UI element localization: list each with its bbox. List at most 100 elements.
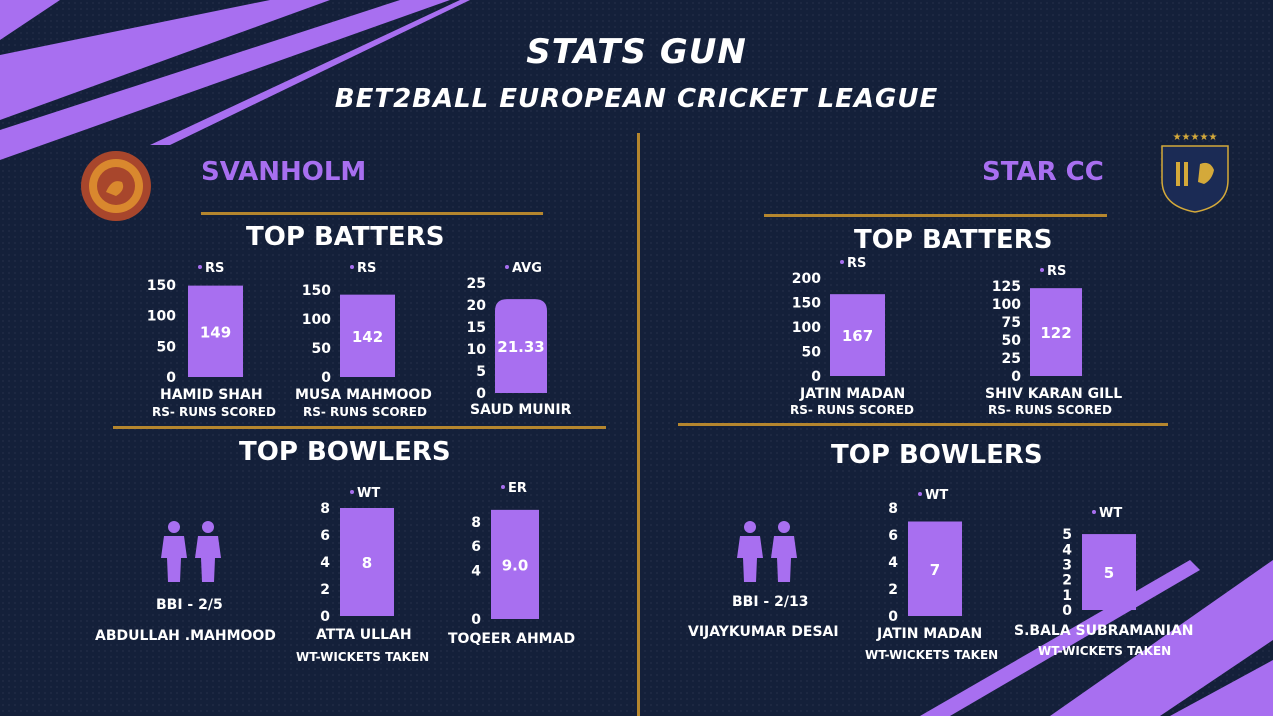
legend-label: RS xyxy=(1047,264,1066,279)
y-tick-label: 100 xyxy=(992,297,1021,313)
legend-label: AVG xyxy=(512,261,542,276)
y-tick-label: 8 xyxy=(888,501,898,517)
y-tick-label: 0 xyxy=(888,609,898,625)
batter-name: SAUD MUNIR xyxy=(470,402,572,418)
y-tick-label: 0 xyxy=(1011,369,1021,385)
bar xyxy=(908,521,962,616)
star-cc-logo: ★★★★★ xyxy=(1161,132,1229,213)
data-label: 149 xyxy=(200,323,231,341)
right-team-name: STAR CC xyxy=(982,157,1104,187)
left-top-bowlers-title: TOP BOWLERS xyxy=(239,437,451,467)
bbi-stat: BBI - 2/13 xyxy=(732,594,809,610)
y-tick-label: 0 xyxy=(1062,603,1072,619)
y-tick-label: 0 xyxy=(321,370,331,386)
y-tick-label: 6 xyxy=(888,528,898,544)
legend-marker xyxy=(1092,510,1096,514)
bowler-name: TOQEER AHMAD xyxy=(448,631,576,647)
y-tick-label: 0 xyxy=(811,369,821,385)
data-label: 7 xyxy=(930,561,940,579)
chart-atta-ullah: 0 2 4 6 8 WT 8 xyxy=(320,486,394,625)
data-label: 142 xyxy=(352,328,383,346)
y-tick-label: 25 xyxy=(467,276,486,292)
batter-name: SHIV KARAN GILL xyxy=(985,386,1123,402)
y-tick-label: 0 xyxy=(471,612,481,628)
legend-label: RS xyxy=(847,256,866,271)
bar xyxy=(1082,534,1136,610)
bowler-name: ABDULLAH .MAHMOOD xyxy=(95,628,276,644)
batter-name: MUSA MAHMOOD xyxy=(295,387,432,403)
batter-note: RS- RUNS SCORED xyxy=(790,403,914,417)
y-tick-label: 75 xyxy=(1002,315,1021,331)
data-label: 9.0 xyxy=(502,556,529,574)
y-tick-label: 0 xyxy=(166,370,176,386)
right-team-underline xyxy=(764,214,1107,217)
bar xyxy=(340,508,394,616)
chart-saud-munir: 0 5 10 15 20 25 AVG 21.33 xyxy=(467,261,547,402)
chart-shiv-karan-gill: 0 25 50 75 100 125 RS 122 xyxy=(992,264,1082,385)
right-section-divider xyxy=(678,423,1168,426)
legend-marker xyxy=(350,490,354,494)
legend-marker xyxy=(918,492,922,496)
data-label: 122 xyxy=(1040,324,1071,342)
data-label: 21.33 xyxy=(497,338,544,356)
y-tick-label: 150 xyxy=(302,283,331,299)
y-tick-label: 50 xyxy=(157,339,177,355)
svanholm-logo xyxy=(81,151,151,221)
legend-marker xyxy=(1040,268,1044,272)
y-tick-label: 200 xyxy=(792,271,821,287)
bowler-name: S.BALA SUBRAMANIAN xyxy=(1014,623,1194,639)
data-label: 167 xyxy=(842,327,873,345)
legend-label: WT xyxy=(925,488,948,503)
y-tick-label: 5 xyxy=(1062,527,1072,543)
y-tick-label: 6 xyxy=(320,528,330,544)
legend-marker xyxy=(505,265,509,269)
legend-marker xyxy=(501,485,505,489)
legend-label: ER xyxy=(508,481,527,496)
bbi-stat: BBI - 2/5 xyxy=(156,597,223,613)
batter-name: HAMID SHAH xyxy=(160,387,263,403)
legend-label: RS xyxy=(357,261,376,276)
y-tick-label: 2 xyxy=(888,582,898,598)
y-tick-label: 25 xyxy=(1002,351,1021,367)
y-tick-label: 50 xyxy=(312,341,332,357)
left-team-underline xyxy=(201,212,543,215)
bowler-name: ATTA ULLAH xyxy=(316,627,412,643)
y-tick-label: 4 xyxy=(888,555,898,571)
chart-jatin-madan-batting: 0 50 100 150 200 RS 167 xyxy=(792,256,885,385)
legend-label: WT xyxy=(357,486,380,501)
y-tick-label: 0 xyxy=(476,386,486,402)
batter-name: JATIN MADAN xyxy=(800,386,906,402)
people-icon xyxy=(161,521,221,582)
y-tick-label: 15 xyxy=(467,320,486,336)
left-section-divider xyxy=(113,426,606,429)
y-tick-label: 100 xyxy=(147,309,176,325)
chart-musa-mahmood: 0 50 100 150 RS 142 xyxy=(302,261,395,386)
y-tick-label: 2 xyxy=(320,582,330,598)
y-tick-label: 0 xyxy=(320,609,330,625)
legend-marker xyxy=(198,265,202,269)
bar xyxy=(188,285,243,377)
batter-note: RS- RUNS SCORED xyxy=(152,405,276,419)
page-subtitle: BET2BALL EUROPEAN CRICKET LEAGUE xyxy=(334,84,939,114)
chart-hamid-shah: 0 50 100 150 RS 149 xyxy=(147,261,243,386)
y-tick-label: 3 xyxy=(1062,557,1072,573)
people-icon xyxy=(737,521,797,582)
bowler-name: JATIN MADAN xyxy=(877,626,983,642)
batter-note: RS- RUNS SCORED xyxy=(303,405,427,419)
y-tick-label: 20 xyxy=(467,298,487,314)
left-team-name: SVANHOLM xyxy=(201,157,367,187)
bowler-name: VIJAYKUMAR DESAI xyxy=(688,624,839,640)
y-tick-label: 100 xyxy=(302,312,331,328)
y-tick-label: 4 xyxy=(1062,542,1072,558)
y-tick-label: 1 xyxy=(1062,588,1072,604)
right-top-batters-title: TOP BATTERS xyxy=(854,225,1053,255)
data-label: 8 xyxy=(362,554,372,572)
legend-label: RS xyxy=(205,261,224,276)
legend-marker xyxy=(840,260,844,264)
bar xyxy=(491,509,539,619)
y-tick-label: 6 xyxy=(471,539,481,555)
bowler-note: WT-WICKETS TAKEN xyxy=(296,650,430,664)
